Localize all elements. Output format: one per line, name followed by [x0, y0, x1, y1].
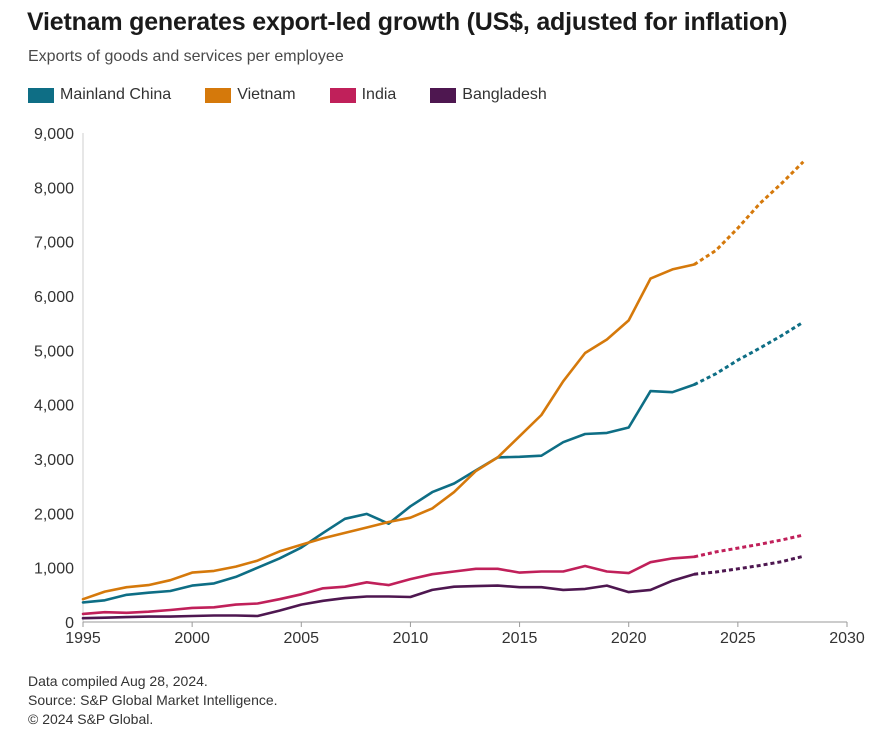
- legend-swatch-bangladesh: [430, 87, 457, 103]
- footer-copyright: © 2024 S&P Global.: [28, 711, 154, 727]
- y-tick-label: 5,000: [34, 343, 74, 360]
- legend-label-mainland-china: Mainland China: [60, 86, 172, 103]
- y-tick-label: 2,000: [34, 506, 74, 523]
- y-axis: 0 1,000 2,000 3,000 4,000 5,000 6,000 7,000 8,00…: [34, 126, 84, 632]
- y-tick-label: 6,000: [34, 289, 74, 306]
- series-forecast-bangladesh: [694, 554, 804, 576]
- x-tick-label: 2030: [829, 630, 865, 647]
- x-tick-label: 2010: [393, 630, 429, 647]
- series-forecast-vietnam: [693, 160, 805, 266]
- series-vietnam: [81, 160, 805, 601]
- footer-source: Source: S&P Global Market Intelligence.: [28, 692, 278, 708]
- legend-swatch-india: [329, 87, 356, 103]
- y-tick-label: 0: [65, 615, 74, 632]
- series-forecast-india: [693, 533, 804, 559]
- legend-item-vietnam: Vietnam: [205, 86, 296, 104]
- legend-item-mainland-china: Mainland China: [28, 86, 171, 104]
- footer-date: Data compiled Aug 28, 2024.: [28, 673, 208, 689]
- y-tick-label: 7,000: [34, 235, 74, 252]
- x-tick-label: 2015: [502, 630, 538, 647]
- legend-swatch-vietnam: [205, 87, 232, 103]
- legend-item-bangladesh: Bangladesh: [430, 86, 547, 104]
- legend: Mainland China Vietnam India Bangladesh: [28, 86, 581, 104]
- legend-label-vietnam: Vietnam: [237, 86, 296, 103]
- legend-label-india: India: [361, 86, 397, 103]
- y-tick-label: 3,000: [34, 452, 74, 469]
- series-layer: [81, 160, 805, 620]
- x-axis: 1995 2000 2005 2010 2015 2020 2025 2030: [65, 621, 865, 647]
- legend-swatch-mainland-china: [28, 87, 54, 103]
- y-tick-label: 1,000: [34, 561, 74, 578]
- y-tick-label: 4,000: [34, 398, 74, 415]
- legend-label-bangladesh: Bangladesh: [462, 86, 547, 103]
- chart-title: Vietnam generates export-led growth (US$…: [27, 8, 788, 36]
- x-tick-label: 2005: [283, 630, 319, 647]
- x-tick-label: 2000: [174, 630, 210, 647]
- y-tick-label: 9,000: [34, 126, 74, 143]
- series-mainland-china: [81, 320, 805, 604]
- series-line-india: [81, 555, 696, 616]
- series-line-bangladesh: [81, 572, 696, 620]
- series-bangladesh: [81, 554, 804, 620]
- series-forecast-mainland-china: [693, 320, 805, 386]
- x-tick-label: 2025: [720, 630, 756, 647]
- x-tick-label: 1995: [65, 630, 101, 647]
- y-tick-label: 8,000: [34, 180, 74, 197]
- chart-subtitle: Exports of goods and services per employ…: [28, 48, 344, 65]
- footer: Data compiled Aug 28, 2024. Source: S&P …: [28, 672, 278, 729]
- series-line-vietnam: [81, 263, 696, 601]
- x-tick-label: 2020: [611, 630, 647, 647]
- series-line-mainland-china: [81, 383, 696, 604]
- series-india: [81, 533, 804, 616]
- legend-item-india: India: [329, 86, 397, 104]
